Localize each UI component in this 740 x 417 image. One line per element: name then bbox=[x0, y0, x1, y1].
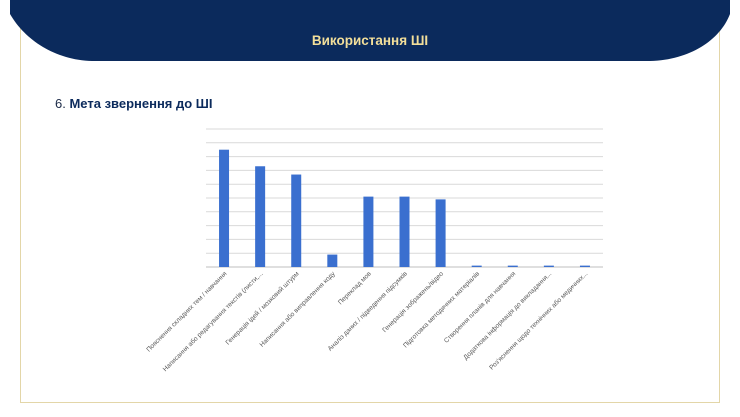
bar bbox=[255, 166, 266, 267]
category-label: Пояснення складних тем / навчання bbox=[145, 270, 228, 353]
bar bbox=[471, 265, 482, 267]
section-heading: Мета звернення до ШІ bbox=[69, 96, 213, 111]
category-label: Підготовка методичних матеріалів bbox=[401, 269, 481, 349]
header-shape bbox=[10, 0, 730, 61]
bar bbox=[507, 265, 518, 267]
bar bbox=[399, 196, 410, 267]
header-title: Використання ШІ bbox=[311, 33, 429, 48]
category-label: Переклад мов bbox=[337, 270, 373, 306]
category-label: Аналіз даних / підведення підсумків bbox=[326, 269, 409, 352]
bar bbox=[579, 265, 590, 267]
bar bbox=[219, 149, 230, 267]
bar bbox=[363, 196, 374, 267]
bar bbox=[543, 265, 554, 267]
header-band: Використання ШІ bbox=[0, 0, 740, 62]
bar bbox=[327, 254, 338, 267]
category-label: Написання або виправлення коду bbox=[258, 269, 337, 348]
chart-category-labels: Пояснення складних тем / навчання Написан… bbox=[145, 269, 589, 373]
section-number: 6. bbox=[55, 96, 66, 111]
chart-bars bbox=[219, 149, 590, 267]
bar bbox=[291, 174, 302, 267]
category-label: Генерація зображень/відео bbox=[381, 270, 446, 335]
category-label: Створення планів для навчання bbox=[442, 269, 517, 344]
bar bbox=[435, 199, 446, 267]
section-title: 6. Мета звернення до ШІ bbox=[55, 96, 212, 111]
category-label: Генерація ідей / мозковий штурм bbox=[224, 269, 301, 346]
